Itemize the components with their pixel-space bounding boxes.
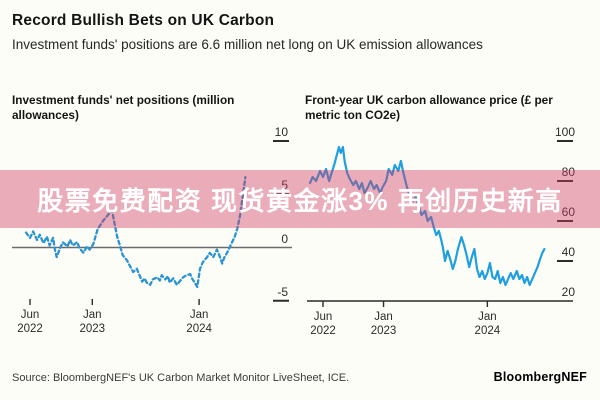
header: Record Bullish Bets on UK Carbon Investm… — [12, 12, 517, 54]
x-tick-label: Jan 2024 — [474, 311, 501, 337]
x-tick-label: Jan 2024 — [186, 309, 212, 335]
y-tick-label: -5 — [277, 284, 288, 299]
page-title: Record Bullish Bets on UK Carbon — [12, 12, 275, 29]
y-tick-label: 5 — [281, 178, 288, 193]
page-subtitle: Investment funds' positions are 6.6 mill… — [12, 37, 483, 52]
banner-text: 股票免费配资 现货黄金涨3% 再创历史新高 — [37, 185, 563, 216]
y-tick-label: 40 — [561, 245, 575, 259]
source-text: Source: BloombergNEF's UK Carbon Market … — [12, 372, 350, 384]
brand-logo: BloombergNEF — [493, 370, 587, 384]
x-tick-label: Jun 2022 — [310, 311, 336, 337]
overlay-banner: 股票免费配资 现货黄金涨3% 再创历史新高 — [0, 170, 600, 228]
x-tick-label: Jun 2022 — [17, 309, 43, 335]
y-tick-label: 0 — [281, 231, 288, 246]
x-tick-label: Jan 2023 — [370, 311, 397, 337]
y-tick-label: 100 — [554, 125, 575, 139]
y-tick-label: 20 — [561, 285, 575, 299]
y-tick-label: 10 — [274, 125, 288, 139]
y-tick-label: 60 — [561, 205, 575, 219]
footer: Source: BloombergNEF's UK Carbon Market … — [12, 370, 587, 384]
chart-title-price: Front-year UK carbon allowance price (£ … — [305, 93, 553, 122]
x-tick-label: Jan 2023 — [79, 309, 106, 335]
chart-title-net-positions: Investment funds' net positions (million… — [12, 93, 235, 122]
y-tick-label: 80 — [561, 165, 575, 179]
